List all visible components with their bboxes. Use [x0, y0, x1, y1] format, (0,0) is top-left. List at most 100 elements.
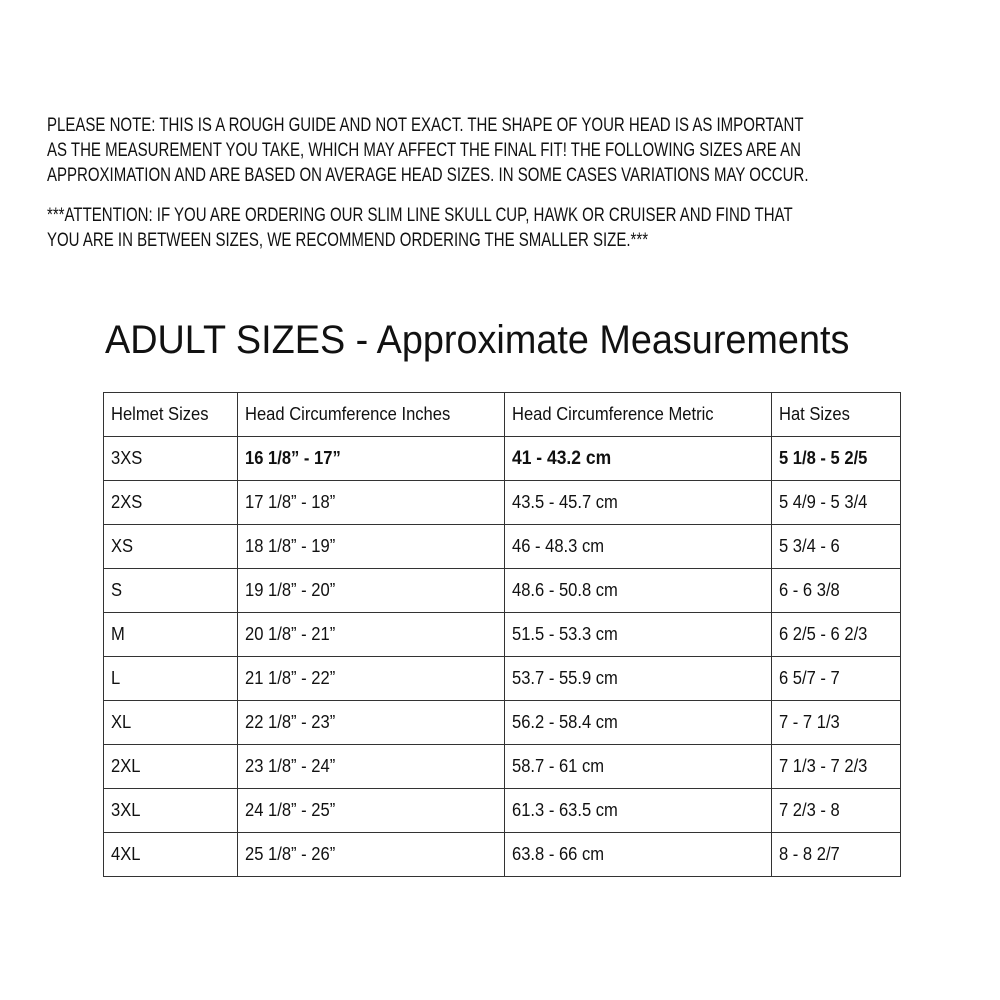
cell-text: 46 - 48.3 cm	[512, 536, 605, 556]
cell-hat-size: 6 2/5 - 6 2/3	[771, 612, 901, 657]
cell-text: 22 1/8” - 23”	[245, 712, 336, 732]
table-row: M 20 1/8” - 21” 51.5 - 53.3 cm 6 2/5 - 6 2/…	[103, 612, 901, 657]
cell-text: 6 - 6 3/8	[779, 580, 840, 600]
cell-helmet-size: 3XL	[103, 788, 238, 833]
page-title: ADULT SIZES - Approximate Measurements	[105, 318, 850, 362]
cell-head-circumference-metric: 58.7 - 61 cm	[504, 744, 772, 789]
fit-disclaimer: PLEASE NOTE: THIS IS A ROUGH GUIDE AND N…	[47, 113, 995, 188]
disclaimer-line: PLEASE NOTE: THIS IS A ROUGH GUIDE AND N…	[47, 115, 804, 136]
cell-head-circumference-inches: 16 1/8” - 17”	[237, 436, 505, 481]
cell-head-circumference-metric: 41 - 43.2 cm	[504, 436, 772, 481]
disclaimer-line: AS THE MEASUREMENT YOU TAKE, WHICH MAY A…	[47, 140, 801, 161]
cell-head-circumference-metric: 48.6 - 50.8 cm	[504, 568, 772, 613]
cell-head-circumference-inches: 18 1/8” - 19”	[237, 524, 505, 569]
column-header-label: Helmet Sizes	[111, 404, 209, 424]
cell-text: 48.6 - 50.8 cm	[512, 580, 618, 600]
cell-text: 2XS	[111, 492, 143, 512]
cell-head-circumference-metric: 53.7 - 55.9 cm	[504, 656, 772, 701]
cell-text: 19 1/8” - 20”	[245, 580, 336, 600]
cell-text: 61.3 - 63.5 cm	[512, 800, 618, 820]
cell-helmet-size: 3XS	[103, 436, 238, 481]
table-row: 3XS 16 1/8” - 17” 41 - 43.2 cm 5 1/8 - 5 2/…	[103, 436, 901, 481]
cell-text: 2XL	[111, 756, 141, 776]
cell-text: 7 - 7 1/3	[779, 712, 840, 732]
cell-text: 41 - 43.2 cm	[512, 447, 612, 469]
cell-head-circumference-metric: 46 - 48.3 cm	[504, 524, 772, 569]
table-row: XL 22 1/8” - 23” 56.2 - 58.4 cm 7 - 7 1/3	[103, 700, 901, 745]
size-chart-table: Helmet Sizes Head Circumference Inches Hea…	[103, 392, 901, 877]
cell-text: 6 5/7 - 7	[779, 668, 840, 688]
cell-hat-size: 5 4/9 - 5 3/4	[771, 480, 901, 525]
cell-head-circumference-inches: 21 1/8” - 22”	[237, 656, 505, 701]
cell-helmet-size: XS	[103, 524, 238, 569]
table-row: S 19 1/8” - 20” 48.6 - 50.8 cm 6 - 6 3/8	[103, 568, 901, 613]
cell-text: 53.7 - 55.9 cm	[512, 668, 618, 688]
cell-text: 23 1/8” - 24”	[245, 756, 336, 776]
cell-head-circumference-inches: 23 1/8” - 24”	[237, 744, 505, 789]
cell-helmet-size: 2XL	[103, 744, 238, 789]
table-row: L 21 1/8” - 22” 53.7 - 55.9 cm 6 5/7 - 7	[103, 656, 901, 701]
cell-text: S	[111, 580, 123, 600]
cell-text: 5 4/9 - 5 3/4	[779, 492, 868, 512]
cell-text: 18 1/8” - 19”	[245, 536, 336, 556]
cell-text: 3XL	[111, 800, 141, 820]
cell-head-circumference-metric: 61.3 - 63.5 cm	[504, 788, 772, 833]
cell-text: 21 1/8” - 22”	[245, 668, 336, 688]
cell-hat-size: 6 5/7 - 7	[771, 656, 901, 701]
cell-hat-size: 7 2/3 - 8	[771, 788, 901, 833]
cell-helmet-size: XL	[103, 700, 238, 745]
cell-head-circumference-inches: 17 1/8” - 18”	[237, 480, 505, 525]
table-row: 2XS 17 1/8” - 18” 43.5 - 45.7 cm 5 4/9 - 5 …	[103, 480, 901, 525]
cell-text: 16 1/8” - 17”	[245, 448, 341, 468]
cell-text: 20 1/8” - 21”	[245, 624, 336, 644]
column-header-head-circumference-metric: Head Circumference Metric	[504, 392, 772, 437]
cell-hat-size: 6 - 6 3/8	[771, 568, 901, 613]
cell-head-circumference-inches: 19 1/8” - 20”	[237, 568, 505, 613]
table-row: 3XL 24 1/8” - 25” 61.3 - 63.5 cm 7 2/3 - 8	[103, 788, 901, 833]
cell-hat-size: 5 3/4 - 6	[771, 524, 901, 569]
cell-helmet-size: S	[103, 568, 238, 613]
table-header-row: Helmet Sizes Head Circumference Inches Hea…	[103, 392, 901, 437]
cell-text: 7 2/3 - 8	[779, 800, 840, 820]
cell-text: 43.5 - 45.7 cm	[512, 492, 618, 512]
cell-helmet-size: 2XS	[103, 480, 238, 525]
column-header-label: Head Circumference Inches	[245, 404, 451, 424]
cell-head-circumference-metric: 43.5 - 45.7 cm	[504, 480, 772, 525]
column-header-helmet-size: Helmet Sizes	[103, 392, 238, 437]
column-header-head-circumference-inches: Head Circumference Inches	[237, 392, 505, 437]
cell-text: 51.5 - 53.3 cm	[512, 624, 618, 644]
cell-text: 24 1/8” - 25”	[245, 800, 336, 820]
cell-helmet-size: 4XL	[103, 832, 238, 877]
cell-hat-size: 8 - 8 2/7	[771, 832, 901, 877]
cell-head-circumference-inches: 24 1/8” - 25”	[237, 788, 505, 833]
table-row: XS 18 1/8” - 19” 46 - 48.3 cm 5 3/4 - 6	[103, 524, 901, 569]
table-row: 4XL 25 1/8” - 26” 63.8 - 66 cm 8 - 8 2/7	[103, 832, 901, 877]
cell-head-circumference-metric: 63.8 - 66 cm	[504, 832, 772, 877]
cell-text: XL	[111, 712, 132, 732]
table-row: 2XL 23 1/8” - 24” 58.7 - 61 cm 7 1/3 - 7 2/…	[103, 744, 901, 789]
cell-head-circumference-inches: 22 1/8” - 23”	[237, 700, 505, 745]
column-header-label: Hat Sizes	[779, 404, 850, 424]
attention-line: ***ATTENTION: IF YOU ARE ORDERING OUR SL…	[47, 205, 793, 226]
cell-text: 25 1/8” - 26”	[245, 844, 336, 864]
cell-text: L	[111, 668, 121, 688]
cell-head-circumference-inches: 20 1/8” - 21”	[237, 612, 505, 657]
cell-head-circumference-inches: 25 1/8” - 26”	[237, 832, 505, 877]
cell-hat-size: 5 1/8 - 5 2/5	[771, 436, 901, 481]
cell-hat-size: 7 - 7 1/3	[771, 700, 901, 745]
cell-text: M	[111, 624, 125, 644]
cell-helmet-size: M	[103, 612, 238, 657]
column-header-hat-size: Hat Sizes	[771, 392, 901, 437]
disclaimer-line: APPROXIMATION AND ARE BASED ON AVERAGE H…	[47, 165, 809, 186]
attention-line: YOU ARE IN BETWEEN SIZES, WE RECOMMEND O…	[47, 230, 649, 251]
cell-text: 17 1/8” - 18”	[245, 492, 336, 512]
cell-text: 5 1/8 - 5 2/5	[779, 448, 868, 468]
cell-text: 8 - 8 2/7	[779, 844, 840, 864]
cell-text: 56.2 - 58.4 cm	[512, 712, 618, 732]
column-header-label: Head Circumference Metric	[512, 404, 714, 424]
cell-text: 7 1/3 - 7 2/3	[779, 756, 868, 776]
cell-text: 5 3/4 - 6	[779, 536, 840, 556]
cell-text: XS	[111, 536, 134, 556]
cell-text: 58.7 - 61 cm	[512, 756, 605, 776]
cell-text: 6 2/5 - 6 2/3	[779, 624, 868, 644]
